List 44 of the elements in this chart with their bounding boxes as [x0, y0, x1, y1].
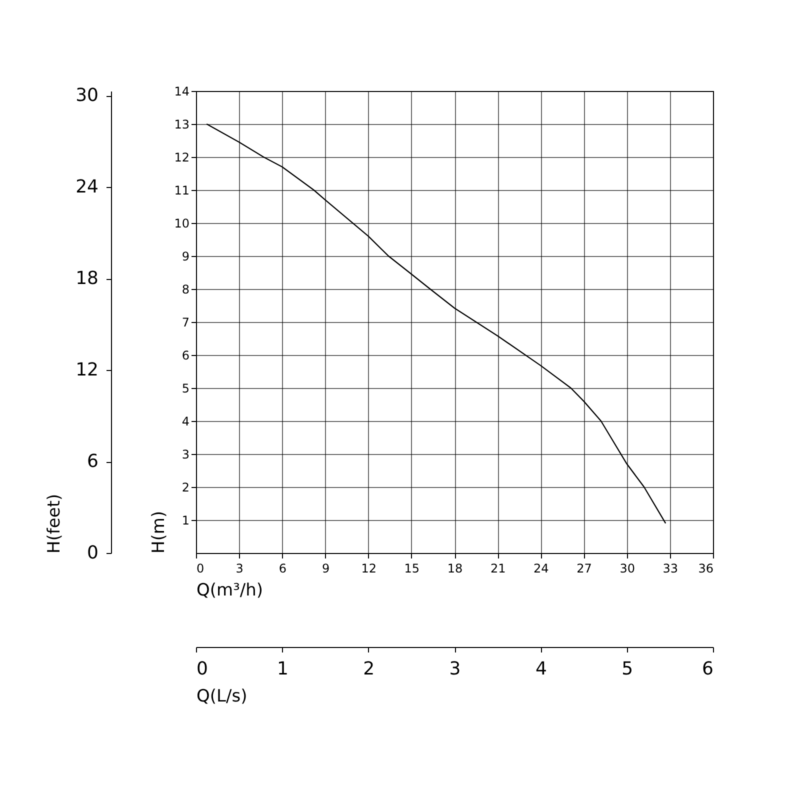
y-tick-label: 9 [182, 250, 190, 264]
x-tick-label: 27 [576, 562, 592, 576]
x-tick-label: 24 [534, 562, 549, 576]
x2-tick-label: 2 [363, 658, 375, 680]
y-tick-label: 4 [182, 414, 190, 428]
x2-axis-title: Q(L/s) [196, 686, 248, 706]
y-tick-label: 11 [174, 184, 190, 198]
x2-tick-label: 6 [702, 658, 714, 680]
x2-tick-label: 4 [535, 658, 547, 680]
x-tick-label: 15 [404, 562, 420, 576]
x2-tick-label: 5 [622, 658, 634, 680]
x-axis-title: Q(m³/h) [196, 580, 264, 600]
x-tick-label: 3 [236, 562, 244, 576]
x-tick-label: 21 [490, 562, 506, 576]
x-tick-label: 33 [662, 562, 678, 576]
x2-tick-label: 0 [196, 658, 208, 680]
y-tick-label: 8 [182, 282, 190, 296]
y-tick-label: 2 [182, 480, 190, 494]
x-tick-label: 0 [196, 562, 204, 576]
y-tick-label: 7 [182, 316, 190, 330]
x-tick-label: 9 [322, 562, 330, 576]
y2-tick-label: 18 [76, 268, 98, 290]
y2-tick-label: 30 [76, 85, 98, 106]
y-tick-label: 1 [182, 514, 190, 528]
y-tick-label: 5 [182, 382, 190, 396]
y-tick-label: 3 [182, 448, 190, 462]
y-tick-label: 6 [182, 348, 190, 362]
y-tick-label: 12 [174, 150, 190, 164]
x2-tick-label: 1 [276, 658, 288, 680]
y-axis-title: H(m) [149, 510, 170, 554]
y2-axis-title: H(feet) [44, 494, 65, 554]
x-tick-label: 12 [361, 562, 376, 576]
y2-tick-label: 6 [87, 451, 98, 472]
x-tick-label: 36 [698, 562, 714, 576]
y2-tick-label: 24 [76, 176, 98, 198]
x-tick-label: 30 [620, 562, 635, 576]
x-tick-label: 18 [447, 562, 463, 576]
y-tick-label: 14 [174, 84, 190, 98]
y-tick-label: 10 [174, 216, 190, 230]
y2-tick-label: 12 [76, 360, 98, 381]
y-tick-label: 13 [174, 118, 190, 132]
x-tick-label: 6 [278, 562, 286, 576]
x2-tick-label: 3 [449, 658, 461, 680]
line-series [206, 123, 666, 524]
